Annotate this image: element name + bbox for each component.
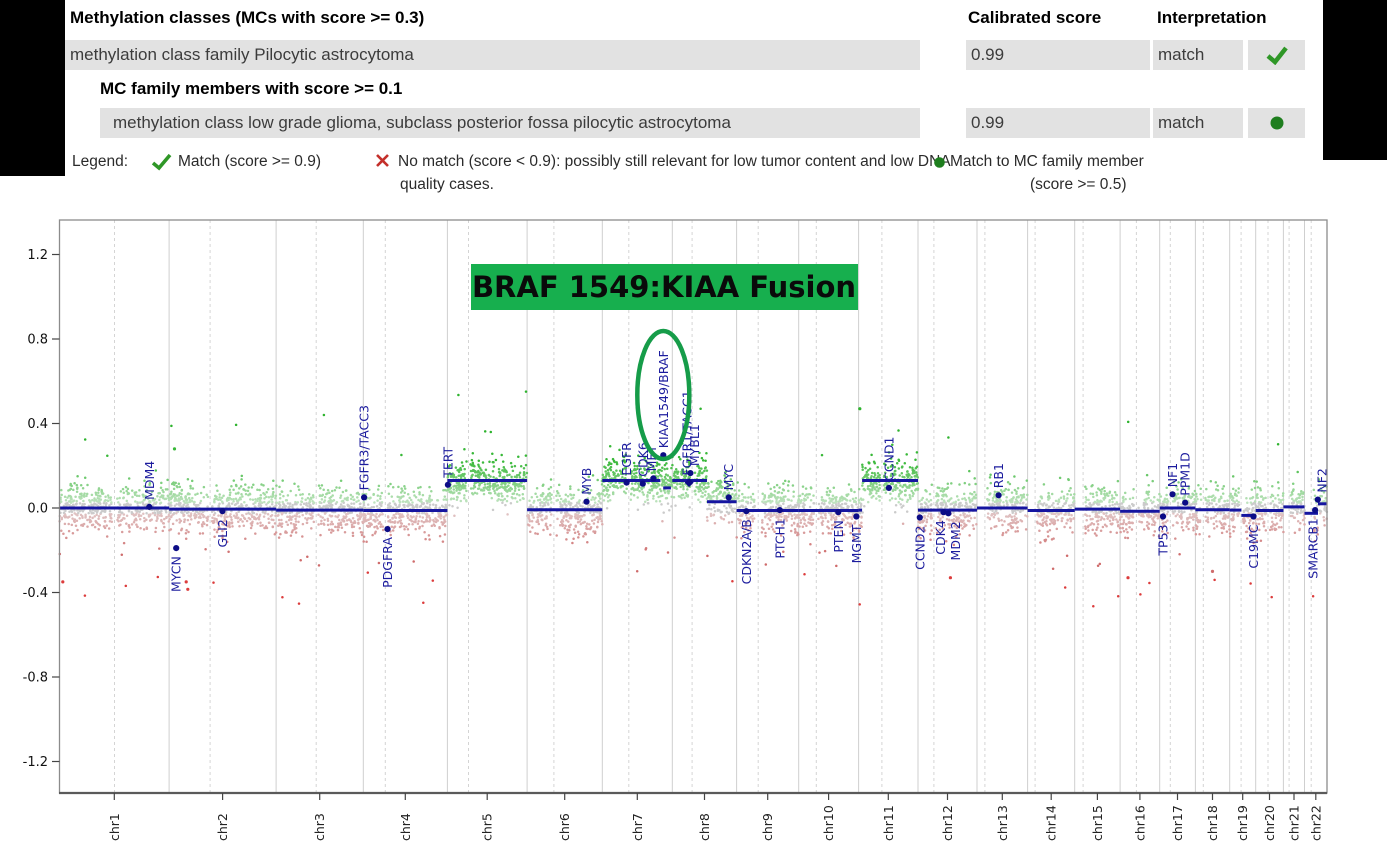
interpretation-value: match [1158,113,1205,132]
redaction-bar-left [0,0,65,176]
interpretation-cell: match [1153,40,1243,70]
table-subheader: MC family members with score >= 0.1 [100,79,403,98]
legend-label: Legend: [72,153,129,170]
interpretation-cell: match [1153,108,1243,138]
dot-icon [934,157,945,168]
interpretation-icon-cell [1248,108,1305,138]
annotation-box [471,264,858,310]
calibrated-score-value: 0.99 [971,45,1005,64]
table-row: methylation class family Pilocytic astro… [65,40,920,70]
calibrated-score-cell: 0.99 [966,108,1150,138]
check-icon [151,153,172,171]
legend-match-text: Match (score >= 0.9) [178,153,322,170]
dot-icon [1270,116,1283,130]
mc-family-name: methylation class family Pilocytic astro… [70,45,414,64]
check-icon [1266,46,1288,65]
calibrated-score-value: 0.99 [971,113,1005,132]
interpretation-value: match [1158,45,1205,64]
mc-member-name: methylation class low grade glioma, subc… [113,113,731,132]
table-header-classes: Methylation classes (MCs with score >= 0… [70,8,425,27]
x-icon [376,154,389,167]
legend-nomatch-line1: No match (score < 0.9): possibly still r… [398,153,951,170]
legend-nomatch-line2: quality cases. [400,176,494,193]
legend-family-line1: Match to MC family member [950,153,1144,170]
table-header-interpretation: Interpretation [1157,8,1267,27]
calibrated-score-cell: 0.99 [966,40,1150,70]
fusion-highlight-ellipse [635,328,692,462]
interpretation-icon-cell [1248,40,1305,70]
redaction-bar-right [1323,0,1387,160]
table-header-score: Calibrated score [968,8,1102,27]
table-row: methylation class low grade glioma, subc… [100,108,920,138]
legend-family-line2: (score >= 0.5) [1030,176,1127,193]
